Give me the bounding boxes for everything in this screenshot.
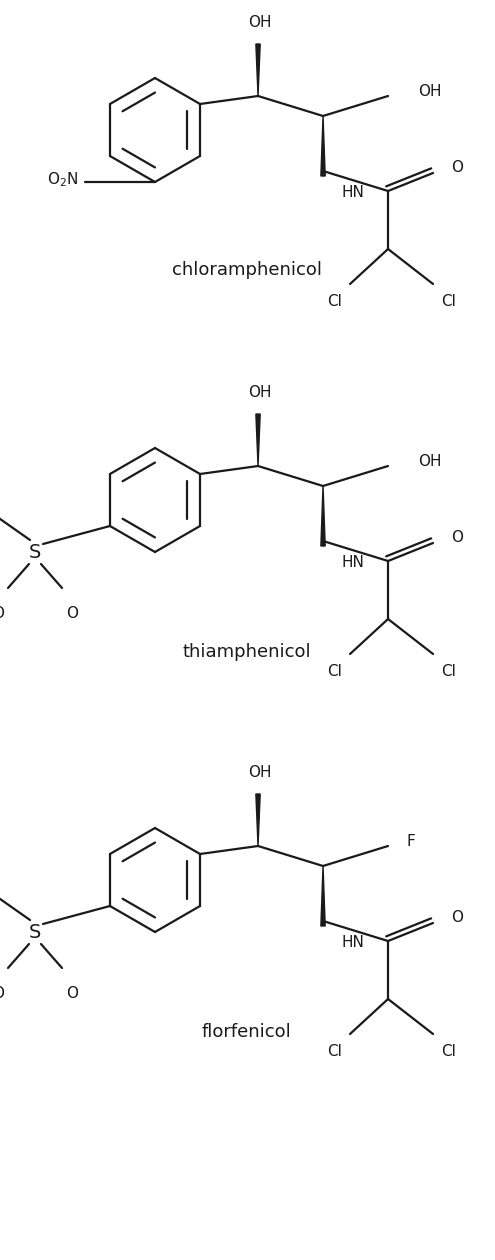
- Text: Cl: Cl: [441, 294, 456, 309]
- Text: OH: OH: [418, 454, 442, 469]
- Text: O: O: [66, 606, 78, 621]
- Polygon shape: [256, 44, 260, 96]
- Text: florfenicol: florfenicol: [202, 1023, 292, 1041]
- Text: HN: HN: [341, 935, 364, 950]
- Text: OH: OH: [248, 765, 272, 780]
- Text: Cl: Cl: [327, 664, 342, 679]
- Text: chloramphenicol: chloramphenicol: [172, 261, 322, 278]
- Text: O$_2$N: O$_2$N: [47, 170, 78, 189]
- Text: Cl: Cl: [327, 1045, 342, 1058]
- Text: HN: HN: [341, 554, 364, 570]
- Text: S: S: [29, 543, 41, 562]
- Text: F: F: [406, 834, 415, 848]
- Text: OH: OH: [248, 386, 272, 399]
- Text: O: O: [0, 987, 4, 1000]
- Text: O: O: [0, 606, 4, 621]
- Text: OH: OH: [418, 83, 442, 98]
- Text: O: O: [451, 530, 463, 546]
- Text: OH: OH: [248, 15, 272, 30]
- Polygon shape: [321, 116, 325, 176]
- Text: S: S: [29, 922, 41, 941]
- Text: Cl: Cl: [441, 1045, 456, 1058]
- Text: O: O: [66, 987, 78, 1000]
- Polygon shape: [321, 486, 325, 546]
- Polygon shape: [256, 794, 260, 845]
- Text: Cl: Cl: [327, 294, 342, 309]
- Polygon shape: [256, 415, 260, 466]
- Text: O: O: [451, 160, 463, 175]
- Text: Cl: Cl: [441, 664, 456, 679]
- Text: O: O: [451, 911, 463, 926]
- Text: HN: HN: [341, 185, 364, 200]
- Polygon shape: [321, 866, 325, 926]
- Text: thiamphenicol: thiamphenicol: [183, 643, 311, 662]
